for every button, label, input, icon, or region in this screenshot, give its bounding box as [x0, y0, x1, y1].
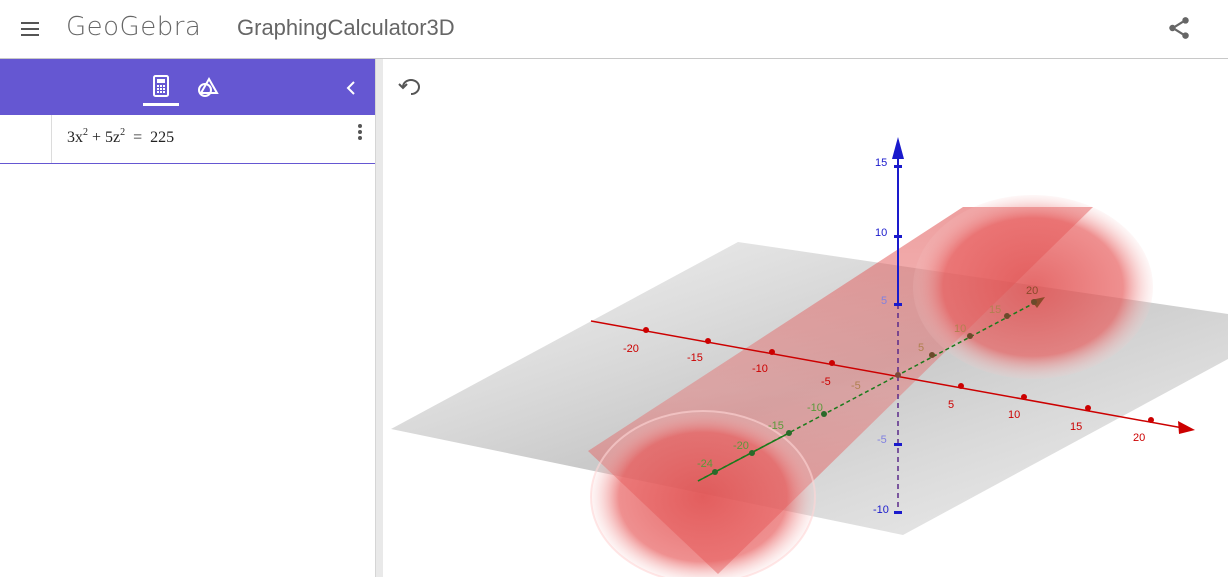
algebra-row-marble[interactable]	[0, 115, 52, 163]
3d-scene[interactable]: -20 -15 -10 -5 5 10 15 20 -24 -20 -15 -1…	[383, 59, 1228, 577]
y-tick-label: -5	[851, 380, 861, 392]
x-tick-label: 15	[1070, 421, 1082, 433]
eq-operator: +	[92, 129, 102, 146]
origin-point	[895, 372, 901, 378]
z-axis-ticks	[894, 165, 902, 514]
hamburger-menu-icon[interactable]	[18, 17, 42, 41]
eq-term-2: 5z	[105, 129, 121, 146]
algebra-panel: 3x2 + 5z2 = 225	[0, 59, 375, 577]
panel-tabs-bar	[0, 59, 375, 115]
undo-icon[interactable]	[397, 75, 423, 99]
y-tick-label: 15	[989, 304, 1001, 316]
cylinder-front-cap	[591, 411, 815, 577]
y-tick-label: 10	[954, 323, 966, 335]
chevron-left-icon[interactable]	[339, 76, 363, 100]
logo-text: GeoGebra	[66, 12, 202, 42]
eq-exp-2: 2	[120, 127, 126, 138]
y-tick-label: 5	[918, 342, 924, 354]
tab-tools-icon[interactable]	[191, 73, 227, 103]
x-tick-label: -20	[623, 343, 639, 355]
eq-exp-1: 2	[83, 127, 88, 138]
y-tick-label: -10	[807, 402, 823, 414]
x-axis	[590, 320, 1184, 429]
y-tick-label: -15	[768, 420, 784, 432]
y-tick-label: -24	[697, 458, 713, 470]
z-tick-label: 10	[875, 227, 887, 239]
x-tick-label: -5	[821, 376, 831, 388]
x-tick-label: 20	[1133, 432, 1145, 444]
x-tick-label: 5	[948, 399, 954, 411]
graphics-3d-view[interactable]: -20 -15 -10 -5 5 10 15 20 -24 -20 -15 -1…	[383, 59, 1228, 577]
share-icon[interactable]	[1166, 15, 1192, 41]
x-tick-label: -15	[687, 352, 703, 364]
cylinder-front-rim	[590, 410, 816, 577]
cylinder-back-cap	[913, 195, 1153, 379]
z-tick-label: -5	[877, 434, 887, 446]
tab-algebra-calculator-icon[interactable]	[143, 73, 179, 103]
eq-equals: =	[133, 129, 143, 146]
algebra-equation[interactable]: 3x2 + 5z2 = 225	[67, 127, 175, 147]
z-tick-label: 15	[875, 157, 887, 169]
y-tick-label: -20	[733, 440, 749, 452]
z-axis-arrow	[892, 137, 904, 159]
more-vert-icon[interactable]	[352, 121, 368, 145]
geogebra-logo[interactable]: GeoGebra	[66, 12, 201, 42]
z-tick-label: 5	[881, 295, 887, 307]
active-tab-indicator	[143, 103, 179, 106]
x-tick-label: -10	[752, 363, 768, 375]
eq-rhs: 225	[150, 129, 175, 146]
app-title: GraphingCalculator3D	[237, 15, 455, 40]
x-axis-ticks	[643, 327, 1154, 423]
x-axis-arrow	[1178, 421, 1195, 434]
top-app-bar: GeoGebra GraphingCalculator3D	[0, 0, 1228, 59]
panel-resize-divider[interactable]	[375, 59, 383, 577]
algebra-input-row[interactable]: 3x2 + 5z2 = 225	[0, 115, 375, 164]
y-tick-label: 20	[1026, 285, 1038, 297]
z-tick-label: -10	[873, 504, 889, 516]
eq-term-1: 3x	[67, 129, 83, 146]
y-axis-ticks	[712, 299, 1037, 475]
x-tick-label: 10	[1008, 409, 1020, 421]
